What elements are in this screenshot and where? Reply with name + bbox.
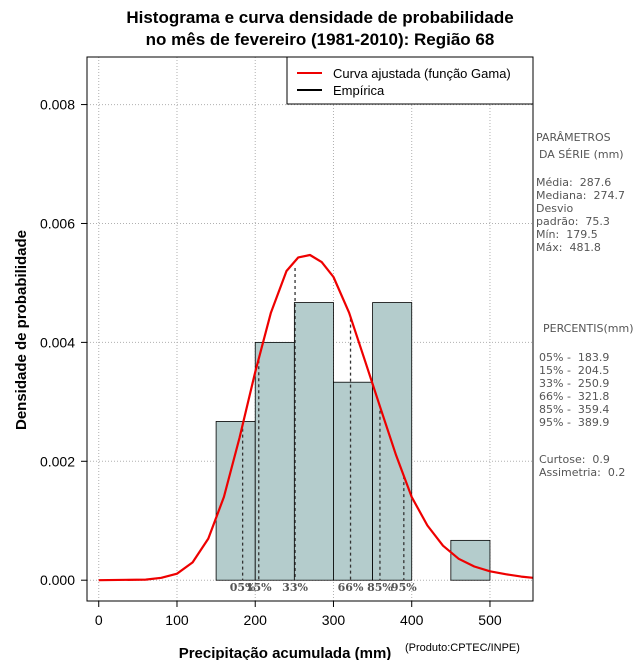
percentile-label-05%: 05% [230,581,256,594]
x-tick-label-2: 200 [244,612,268,628]
x-tick-label-3: 300 [322,612,346,628]
percentile-label-15%: 15% [246,581,272,594]
histogram-bar-3 [333,381,373,581]
stats-line-5: Máx: 481.8 [536,241,601,254]
percentil-line-5: 95% - 389.9 [539,416,610,429]
x-tick-label-0: 0 [95,612,103,628]
percentile-label-33%: 33% [282,581,308,594]
percentis-header: PERCENTIS(mm) [543,322,634,335]
y-tick-label-4: 0.008 [40,97,75,113]
x-axis-title: Precipitação acumulada (mm) [179,645,392,660]
percentis-values: 05% - 183.9 15% - 204.5 33% - 250.9 66% - 3… [539,351,609,429]
gamma-fit-curve [98,253,534,582]
percentil-line-1: 15% - 204.5 [539,364,610,377]
x-tick-label-1: 100 [165,612,189,628]
shape-stats: Curtose: 0.9 Assimetria: 0.2 [539,453,625,479]
stats-header-1: PARÂMETROS [536,131,611,144]
percentil-line-3: 66% - 321.8 [539,390,610,403]
x-tick-label-4: 400 [400,612,424,628]
legend-box [286,56,534,105]
histogram-bar-1 [254,341,295,581]
percentile-label-95%: 95% [391,581,417,594]
x-tick-label-5: 500 [478,612,502,628]
percentil-line-4: 85% - 359.4 [539,403,610,416]
chart-title-line-2: no mês de fevereiro (1981-2010): Região … [145,30,495,49]
legend-label-0: Curva ajustada (função Gama) [333,66,511,81]
stats-header-2: DA SÉRIE (mm) [539,148,624,161]
stats-line-3: padrão: 75.3 [536,215,610,228]
percentile-label-85%: 85% [367,581,393,594]
stats-line-2: Desvio [536,202,574,215]
stats-values: Média: 287.6 Mediana: 274.7 Desvio padrão: … [536,176,625,254]
y-tick-label-2: 0.004 [40,334,75,350]
stats-line-0: Média: 287.6 [536,176,612,189]
y-tick-label-0: 0.000 [40,572,75,588]
shape-stat-line-0: Curtose: 0.9 [539,453,610,466]
chart-legend: Curva ajustada (função Gama) Empírica [286,56,534,105]
histogram-bar-4 [372,302,413,581]
legend-label-1: Empírica [333,83,385,98]
percentil-line-0: 05% - 183.9 [539,351,610,364]
percentile-label-66%: 66% [338,581,364,594]
histogram-bar-2 [293,302,334,581]
shape-stat-line-1: Assimetria: 0.2 [539,466,626,479]
percentil-line-2: 33% - 250.9 [539,377,610,390]
stats-line-1: Mediana: 274.7 [536,189,625,202]
y-axis-title: Densidade de probabilidade [13,230,30,430]
y-tick-label-1: 0.002 [40,453,75,469]
stats-line-4: Mín: 179.5 [536,228,598,241]
histogram-bar-5 [450,539,491,581]
product-credit: (Produto:CPTEC/INPE) [405,642,520,654]
chart-title-line-1: Histograma e curva densidade de probabil… [126,8,514,27]
y-tick-label-3: 0.006 [40,215,75,231]
